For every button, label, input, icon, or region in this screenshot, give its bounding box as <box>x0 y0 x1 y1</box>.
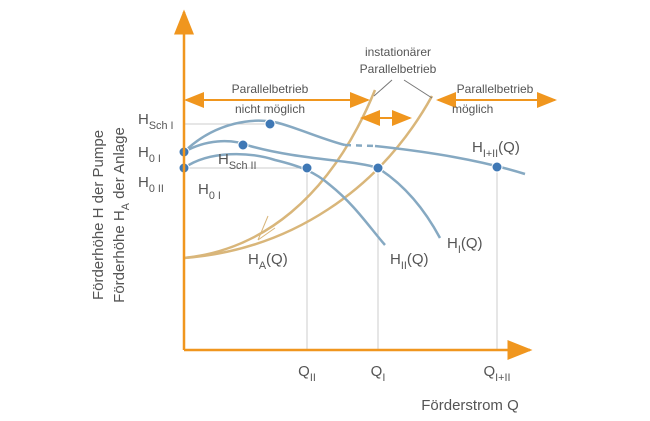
curve-label: HI(Q) <box>447 235 483 256</box>
label-main: H <box>447 235 458 252</box>
label-main: H <box>390 251 401 268</box>
label-sub: A <box>120 202 132 210</box>
label-main: Q <box>298 363 310 380</box>
y-axis-label: Förderhöhe HA der Anlage <box>111 127 132 303</box>
y-axis-label: Förderhöhe H der Pumpe <box>90 130 107 300</box>
label-suffix: (Q) <box>266 251 288 268</box>
x-tick-label: QII <box>298 363 316 384</box>
label-main: H <box>248 251 259 268</box>
x-tick-label: QI+II <box>484 363 511 384</box>
label-main: H <box>138 174 149 191</box>
range-arrows <box>184 92 557 126</box>
label-sub: 0 II <box>149 183 164 195</box>
label-main: H <box>218 151 229 168</box>
curve-label: HSch II <box>218 151 256 172</box>
curve-label: H0 I <box>198 181 221 202</box>
curve-label: HA(Q) <box>248 251 288 272</box>
label-sub: Sch II <box>229 160 257 172</box>
label-main: Q <box>484 363 496 380</box>
system-curves <box>183 89 434 260</box>
region-label: Parallelbetrieb <box>457 82 534 96</box>
region-label: Parallelbetrieb <box>360 62 437 76</box>
curve-label: HI+II(Q) <box>472 139 520 160</box>
level-label: H0 II <box>138 174 164 195</box>
axes <box>174 9 533 360</box>
label-suffix: (Q) <box>498 139 520 156</box>
label-main: Q <box>371 363 383 380</box>
leader-lines <box>373 79 433 99</box>
label-sub: Sch I <box>149 120 174 132</box>
label-sub: A <box>259 260 267 272</box>
region-label: nicht möglich <box>235 102 305 116</box>
label-sub: 0 I <box>149 153 161 165</box>
x-tick-label: QI <box>371 363 386 384</box>
region-label: instationärer <box>365 45 431 59</box>
curve-label: HII(Q) <box>390 251 429 272</box>
label-sub: 0 I <box>209 190 221 202</box>
label-suffix: (Q) <box>407 251 429 268</box>
region-label: möglich <box>452 102 493 116</box>
region-label: Parallelbetrieb <box>232 82 309 96</box>
level-label: HSch I <box>138 111 173 132</box>
label-main: H <box>472 139 483 156</box>
label-sub: I+II <box>483 148 498 160</box>
label-sub: I <box>458 244 461 256</box>
label-sub: II <box>310 372 316 384</box>
x-axis-label: Förderstrom Q <box>421 397 519 414</box>
label-sub: II <box>401 260 407 272</box>
label-sub: I <box>382 372 385 384</box>
label-suffix: (Q) <box>461 235 483 252</box>
label-main: H <box>198 181 209 198</box>
label-main: Förderhöhe H <box>111 210 128 303</box>
label-sub: I+II <box>495 372 510 384</box>
label-suffix: der Anlage <box>111 127 128 203</box>
label-main: H <box>138 111 149 128</box>
level-label: H0 I <box>138 144 161 165</box>
label-main: H <box>138 144 149 161</box>
